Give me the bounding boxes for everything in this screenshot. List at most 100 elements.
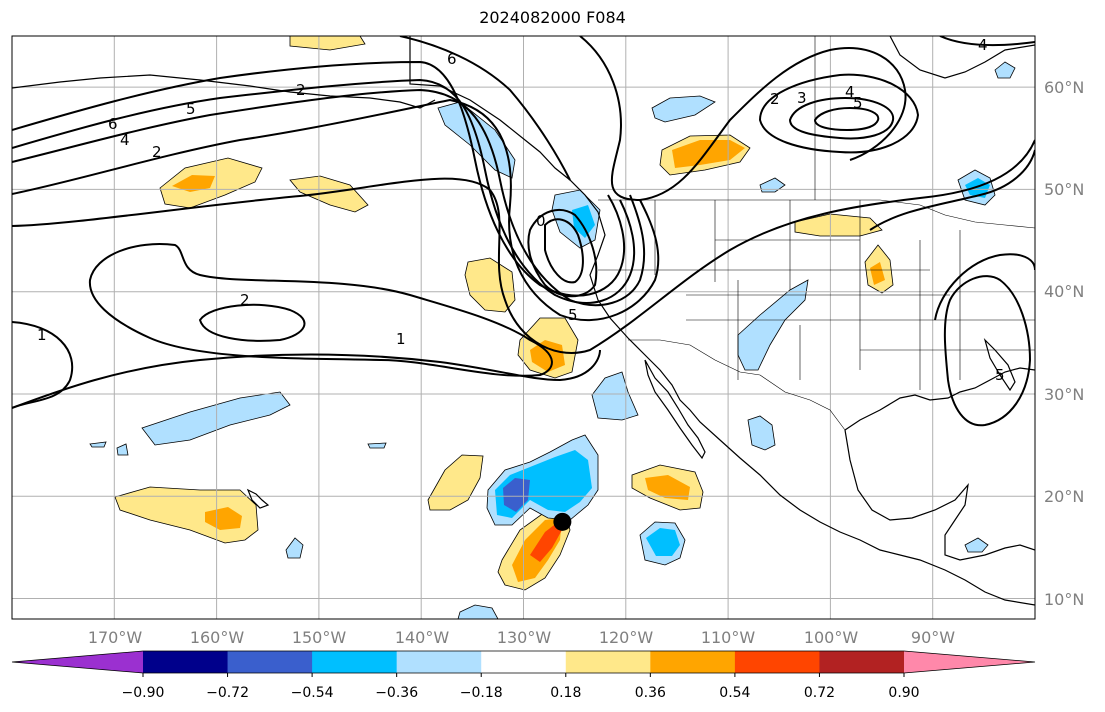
contour-line-6	[12, 60, 626, 297]
hudson-bay	[889, 36, 1035, 79]
negative-anomaly-patch	[747, 415, 776, 451]
contour-label: 1	[396, 330, 406, 348]
contour-line-2	[12, 98, 660, 321]
contour-line-5	[813, 106, 880, 132]
negative-anomaly-patch	[759, 177, 786, 193]
negative-anomaly-patch	[89, 441, 107, 448]
contour-line-4	[12, 88, 646, 307]
north-america-west-coast	[409, 36, 1035, 606]
colorbar-tick-label: −0.72	[206, 685, 249, 701]
florida	[983, 337, 1016, 392]
negative-anomaly-patch	[994, 61, 1016, 79]
positive-anomaly-patch	[289, 175, 369, 213]
colorbar-segment	[819, 651, 905, 673]
baja-california	[644, 359, 706, 460]
contour-label: 2	[152, 143, 162, 161]
contour-line-2	[943, 275, 1032, 427]
lon-label-100w: 100°W	[804, 628, 859, 647]
contour-labels: 1 1 2 2 4 6 5 2 6 5 0 2 3 4 5 4 5	[37, 36, 1005, 384]
lat-label-40n: 40°N	[1044, 282, 1084, 301]
lon-label-170w: 170°W	[88, 628, 143, 647]
positive-anomaly-core	[172, 175, 215, 192]
contour-line-2	[579, 36, 907, 202]
mexico-east-coast	[844, 429, 1035, 561]
contour-line-1	[869, 149, 1035, 231]
gridlines	[12, 36, 1035, 619]
positive-anomaly-patch	[289, 36, 366, 51]
map-frame	[11, 35, 1036, 620]
latitude-labels: 10°N 20°N 30°N 40°N 50°N 60°N	[1044, 78, 1084, 609]
positive-anomaly-core	[870, 262, 885, 285]
contour-label: 5	[568, 306, 578, 324]
negative-anomaly-core	[646, 528, 680, 556]
contour-label: 5	[853, 94, 863, 112]
positive-anomaly-patch	[464, 257, 516, 313]
positive-anomaly-core	[530, 340, 565, 372]
negative-anomaly-core	[965, 178, 990, 198]
negative-anomaly-patch	[367, 442, 387, 449]
negative-anomaly-patch	[285, 537, 304, 559]
colorbar-segment	[396, 651, 482, 673]
contour-line-5	[12, 78, 636, 304]
negative-anomaly-patch	[141, 391, 291, 446]
storm-position-marker	[553, 512, 572, 531]
colorbar-tick-label: −0.36	[375, 685, 418, 701]
negative-anomaly-core	[572, 205, 595, 238]
colorbar-tick-label: 0.36	[635, 685, 666, 701]
negative-anomaly-patch	[457, 604, 499, 619]
coastlines	[12, 36, 1035, 606]
colorbar-segment	[650, 651, 736, 673]
contour-line-2	[88, 243, 553, 377]
contour-label: 4	[845, 83, 855, 101]
alaska-coast	[12, 74, 436, 109]
lat-label-10n: 10°N	[1044, 590, 1084, 609]
positive-anomaly-core	[672, 140, 745, 168]
contour-label: 4	[978, 36, 988, 54]
strong-anomaly-core	[530, 522, 562, 562]
us-canada-border	[598, 199, 1035, 229]
contour-label: 1	[37, 326, 47, 344]
colorbar-max-extension	[904, 651, 1035, 673]
colorbar-segment	[565, 651, 651, 673]
negative-anomaly-patch	[651, 95, 716, 123]
positive-anomaly-core	[205, 507, 242, 530]
lat-label-30n: 30°N	[1044, 385, 1084, 404]
contour-label: 4	[120, 131, 130, 149]
contour-line-1	[12, 139, 1035, 354]
contour-label: 5	[995, 366, 1005, 384]
lon-label-160w: 160°W	[190, 628, 245, 647]
lat-label-20n: 20°N	[1044, 487, 1084, 506]
contour-lines	[12, 36, 1035, 427]
lon-label-110w: 110°W	[701, 628, 756, 647]
negative-anomaly-patch	[116, 443, 129, 456]
colorbar-tick-label: 0.90	[888, 685, 919, 701]
colorbar-tick-label: −0.90	[122, 685, 165, 701]
longitude-labels: 170°W 160°W 150°W 140°W 130°W 120°W 110°…	[88, 628, 955, 647]
contour-line-6	[399, 36, 571, 181]
lon-label-120w: 120°W	[599, 628, 654, 647]
lat-label-50n: 50°N	[1044, 180, 1084, 199]
colorbar-tick-label: 0.54	[719, 685, 750, 701]
colorbar-segment	[143, 651, 229, 673]
colorbar-tick-label: 0.72	[804, 685, 835, 701]
positive-anomaly-core	[645, 475, 690, 500]
colorbar-segment	[227, 651, 313, 673]
contour-label: 2	[770, 90, 780, 108]
lon-label-140w: 140°W	[395, 628, 450, 647]
contour-label: 2	[296, 81, 306, 99]
contour-line-0	[544, 218, 584, 284]
contour-line-1	[12, 321, 74, 409]
contour-label: 3	[797, 89, 807, 107]
lat-label-60n: 60°N	[1044, 78, 1084, 97]
colorbar: −0.90 −0.72 −0.54 −0.36 −0.18 0.18 0.36 0.54 0.7…	[11, 650, 1036, 701]
colorbar-tick-label: 0.18	[550, 685, 581, 701]
contour-label: 0	[536, 212, 546, 230]
negative-anomaly-patch	[591, 371, 639, 421]
contour-label: 6	[447, 50, 457, 68]
colorbar-segment	[734, 651, 820, 673]
negative-anomaly-patch	[964, 537, 989, 553]
gulf-of-mexico-coast	[844, 367, 1035, 431]
map-title: 2024082000 F084	[479, 8, 626, 27]
lon-label-150w: 150°W	[292, 628, 347, 647]
